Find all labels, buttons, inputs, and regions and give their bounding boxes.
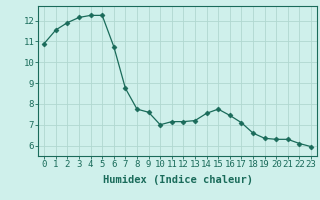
X-axis label: Humidex (Indice chaleur): Humidex (Indice chaleur) <box>103 175 252 185</box>
